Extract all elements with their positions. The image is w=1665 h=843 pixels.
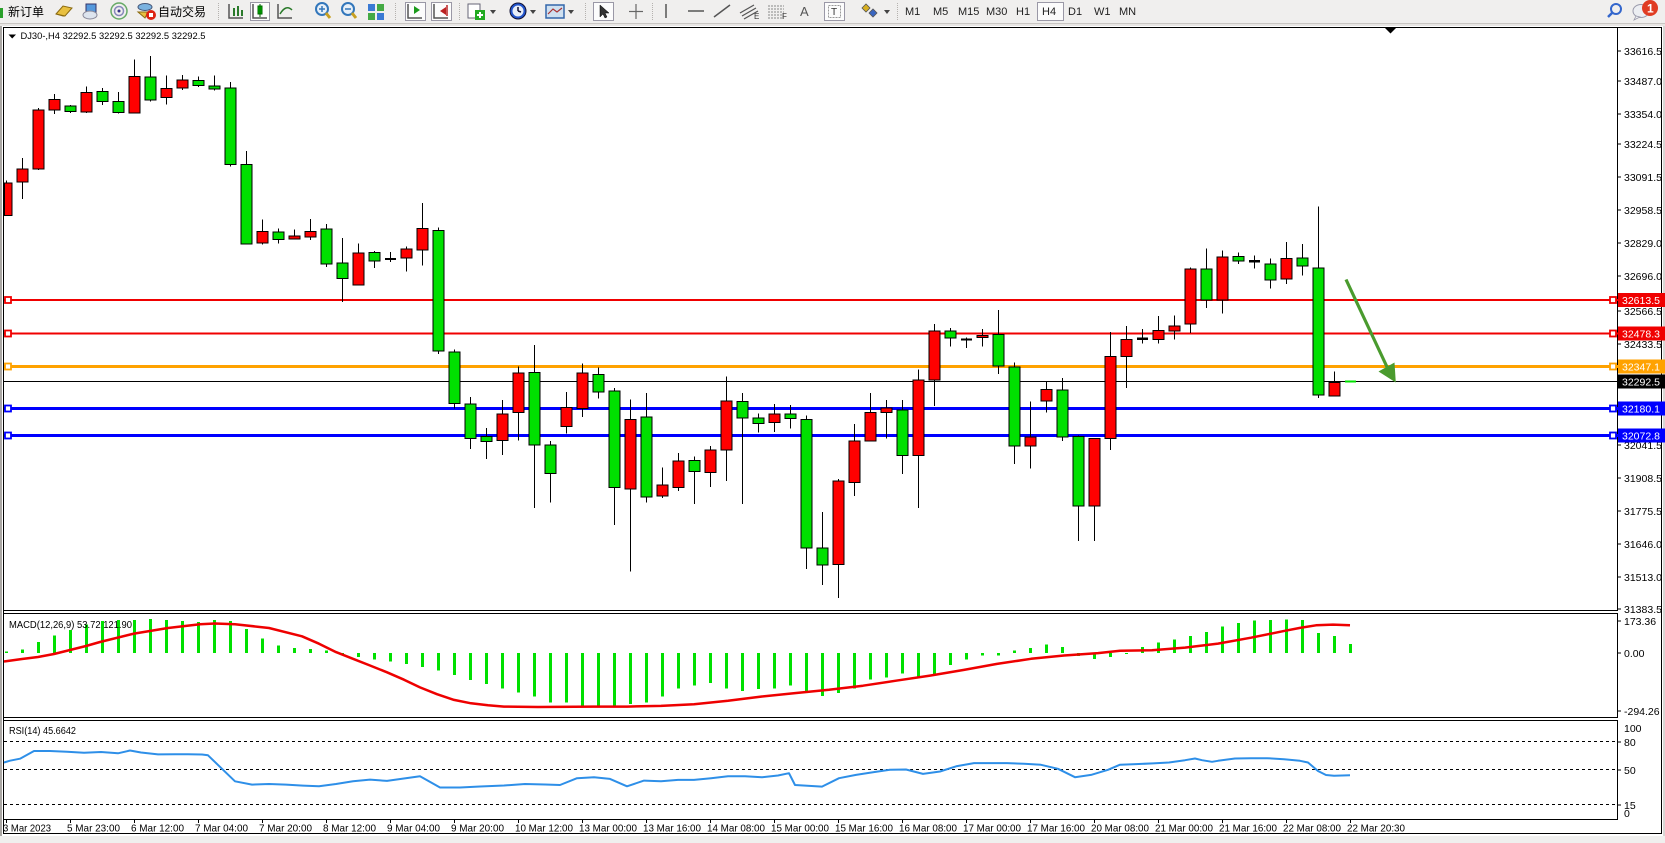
svg-text:8 Mar 12:00: 8 Mar 12:00 — [323, 823, 376, 835]
svg-text:32041.5: 32041.5 — [1624, 440, 1662, 452]
svg-text:32613.5: 32613.5 — [1622, 295, 1660, 307]
svg-text:21 Mar 00:00: 21 Mar 00:00 — [1155, 823, 1213, 835]
svg-text:T: T — [831, 7, 837, 18]
svg-text:32347.1: 32347.1 — [1622, 362, 1660, 374]
svg-text:80: 80 — [1624, 737, 1636, 749]
svg-text:32696.0: 32696.0 — [1624, 271, 1662, 283]
svg-text:A: A — [800, 4, 809, 19]
svg-text:W1: W1 — [1094, 6, 1111, 18]
svg-text:32072.8: 32072.8 — [1622, 431, 1660, 443]
svg-text:DJ30-,H4 32292.5 32292.5 3229: DJ30-,H4 32292.5 32292.5 32292.5 32292.5 — [21, 31, 206, 42]
svg-text:13 Mar 16:00: 13 Mar 16:00 — [643, 823, 701, 835]
svg-text:32958.5: 32958.5 — [1624, 205, 1662, 217]
svg-text:33224.5: 33224.5 — [1624, 139, 1662, 151]
svg-text:50: 50 — [1624, 765, 1636, 777]
svg-text:17 Mar 16:00: 17 Mar 16:00 — [1027, 823, 1085, 835]
svg-text:33616.5: 33616.5 — [1624, 46, 1662, 58]
svg-text:-294.26: -294.26 — [1624, 706, 1660, 718]
svg-text:M1: M1 — [905, 6, 920, 18]
svg-text:F: F — [782, 12, 787, 21]
svg-text:RSI(14) 45.6642: RSI(14) 45.6642 — [9, 726, 76, 737]
svg-text:31908.5: 31908.5 — [1624, 473, 1662, 485]
svg-text:31646.0: 31646.0 — [1624, 539, 1662, 551]
svg-text:E: E — [754, 12, 759, 21]
svg-text:M5: M5 — [933, 6, 948, 18]
svg-text:21 Mar 16:00: 21 Mar 16:00 — [1219, 823, 1277, 835]
svg-text:31775.5: 31775.5 — [1624, 506, 1662, 518]
svg-text:32180.1: 32180.1 — [1622, 404, 1660, 416]
svg-text:7 Mar 04:00: 7 Mar 04:00 — [195, 823, 248, 835]
svg-text:9 Mar 20:00: 9 Mar 20:00 — [451, 823, 504, 835]
svg-text:32292.5: 32292.5 — [1622, 377, 1660, 389]
svg-text:3 Mar 2023: 3 Mar 2023 — [3, 823, 51, 835]
svg-text:0: 0 — [1624, 808, 1630, 820]
svg-text:H4: H4 — [1042, 6, 1056, 18]
svg-text:14 Mar 08:00: 14 Mar 08:00 — [707, 823, 765, 835]
svg-text:32433.5: 32433.5 — [1624, 339, 1662, 351]
svg-text:13 Mar 00:00: 13 Mar 00:00 — [579, 823, 637, 835]
svg-text:100: 100 — [1624, 723, 1642, 735]
svg-text:0.00: 0.00 — [1624, 648, 1645, 660]
svg-text:15 Mar 16:00: 15 Mar 16:00 — [835, 823, 893, 835]
svg-text:1: 1 — [1647, 2, 1654, 16]
svg-text:D1: D1 — [1068, 6, 1082, 18]
svg-text:33487.0: 33487.0 — [1624, 76, 1662, 88]
svg-text:7 Mar 20:00: 7 Mar 20:00 — [259, 823, 312, 835]
svg-text:17 Mar 00:00: 17 Mar 00:00 — [963, 823, 1021, 835]
svg-text:10 Mar 12:00: 10 Mar 12:00 — [515, 823, 573, 835]
svg-text:自动交易: 自动交易 — [158, 4, 206, 19]
svg-text:M30: M30 — [986, 6, 1007, 18]
svg-text:MACD(12,26,9) 53.72 121.90: MACD(12,26,9) 53.72 121.90 — [9, 620, 132, 631]
svg-text:新订单: 新订单 — [8, 4, 44, 19]
svg-text:33354.0: 33354.0 — [1624, 109, 1662, 121]
svg-text:15: 15 — [1624, 800, 1636, 812]
svg-text:32478.3: 32478.3 — [1622, 329, 1660, 341]
svg-text:5 Mar 23:00: 5 Mar 23:00 — [67, 823, 120, 835]
svg-text:H1: H1 — [1016, 6, 1030, 18]
svg-text:33091.5: 33091.5 — [1624, 172, 1662, 184]
svg-text:16 Mar 08:00: 16 Mar 08:00 — [899, 823, 957, 835]
svg-text:M15: M15 — [958, 6, 979, 18]
svg-text:6 Mar 12:00: 6 Mar 12:00 — [131, 823, 184, 835]
svg-text:22 Mar 08:00: 22 Mar 08:00 — [1283, 823, 1341, 835]
svg-text:9 Mar 04:00: 9 Mar 04:00 — [387, 823, 440, 835]
svg-text:22 Mar 20:30: 22 Mar 20:30 — [1347, 823, 1405, 835]
svg-text:173.36: 173.36 — [1624, 616, 1656, 628]
svg-text:20 Mar 08:00: 20 Mar 08:00 — [1091, 823, 1149, 835]
svg-text:32566.5: 32566.5 — [1624, 306, 1662, 318]
svg-text:MN: MN — [1119, 6, 1136, 18]
svg-text:15 Mar 00:00: 15 Mar 00:00 — [771, 823, 829, 835]
svg-text:32829.0: 32829.0 — [1624, 238, 1662, 250]
svg-text:31383.5: 31383.5 — [1624, 604, 1662, 616]
svg-text:31513.0: 31513.0 — [1624, 572, 1662, 584]
